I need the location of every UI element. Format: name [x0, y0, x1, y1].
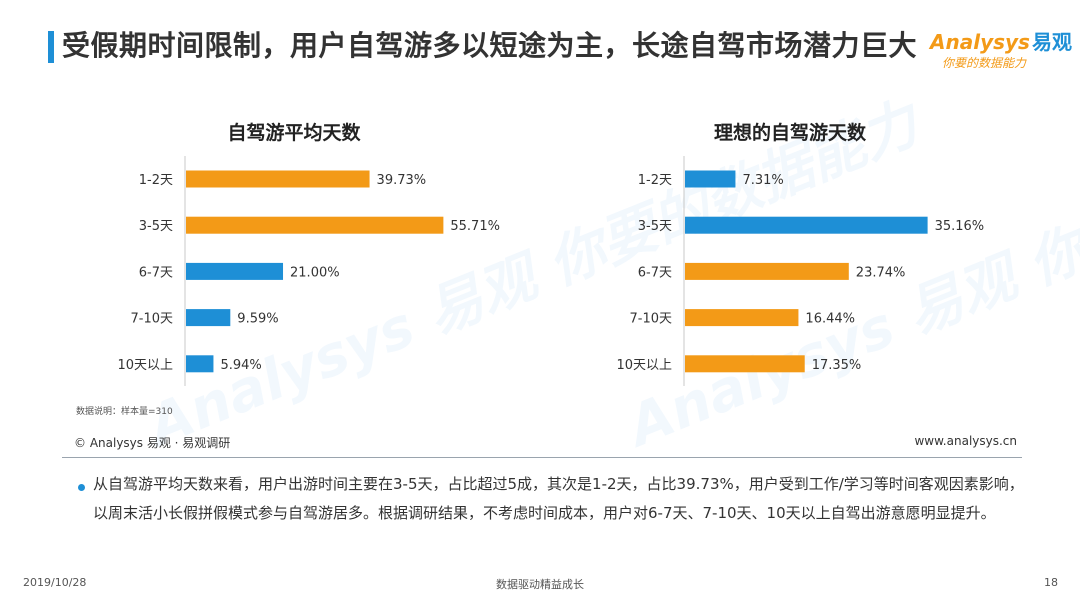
category-label: 10天以上: [117, 358, 173, 373]
bullet-icon: [78, 484, 85, 491]
bar: [685, 170, 736, 188]
category-label: 7-10天: [629, 312, 672, 327]
footer-date: 2019/10/28: [23, 576, 87, 589]
category-label: 6-7天: [139, 265, 173, 280]
value-label: 5.94%: [220, 358, 261, 373]
bar: [186, 262, 284, 280]
value-label: 9.59%: [237, 312, 278, 327]
category-label: 6-7天: [638, 265, 672, 280]
category-label: 1-2天: [638, 173, 672, 188]
data-note: 数据说明：样本量=310: [76, 407, 173, 417]
chart-avg-days: 1-2天 39.73% 3-5天 55.71% 6-7天 21.00% 7-10天 9.59%…: [117, 156, 500, 386]
summary-text: 从自驾游平均天数来看，用户出游时间主要在3-5天，占比超过5成，其次是1-2天，…: [93, 475, 1024, 522]
value-label: 35.16%: [935, 219, 985, 234]
chart-1-title: 自驾游平均天数: [227, 122, 361, 144]
value-label: 7.31%: [742, 173, 783, 188]
title-accent-bar: [48, 31, 54, 63]
bar: [186, 309, 231, 327]
value-label: 17.35%: [812, 358, 862, 373]
bar: [685, 262, 849, 280]
footer-slogan: 数据驱动精益成长: [496, 578, 584, 591]
page-title: 受假期时间限制，用户自驾游多以短途为主，长途自驾市场潜力巨大: [62, 29, 918, 62]
category-label: 3-5天: [638, 219, 672, 234]
category-label: 7-10天: [130, 312, 173, 327]
page-number: 18: [1044, 576, 1058, 589]
analysys-logo: Analysys 易观 你要的数据能力: [922, 24, 1072, 74]
logo-tagline: 你要的数据能力: [942, 56, 1027, 70]
chart-2-title: 理想的自驾游天数: [713, 122, 866, 144]
value-label: 39.73%: [377, 173, 427, 188]
value-label: 21.00%: [290, 265, 340, 280]
website-link[interactable]: www.analysys.cn: [914, 434, 1017, 448]
chart-ideal-days: 1-2天 7.31% 3-5天 35.16% 6-7天 23.74% 7-10天 16.44%…: [616, 156, 985, 386]
bar: [685, 309, 799, 327]
copyright: © Analysys 易观 · 易观调研: [74, 436, 231, 450]
category-label: 3-5天: [139, 219, 173, 234]
bar: [685, 216, 928, 234]
bar: [685, 355, 805, 373]
value-label: 55.71%: [450, 219, 500, 234]
category-label: 10天以上: [616, 358, 672, 373]
bar: [186, 355, 214, 373]
bar: [186, 170, 370, 188]
logo-mark: Analysys: [930, 30, 1030, 54]
value-label: 16.44%: [805, 312, 855, 327]
bar: [186, 216, 444, 234]
logo-cn: 易观: [1031, 30, 1072, 54]
value-label: 23.74%: [856, 265, 906, 280]
divider: [62, 457, 1022, 458]
category-label: 1-2天: [139, 173, 173, 188]
logo-wordmark: Analysys 易观: [930, 26, 1072, 55]
